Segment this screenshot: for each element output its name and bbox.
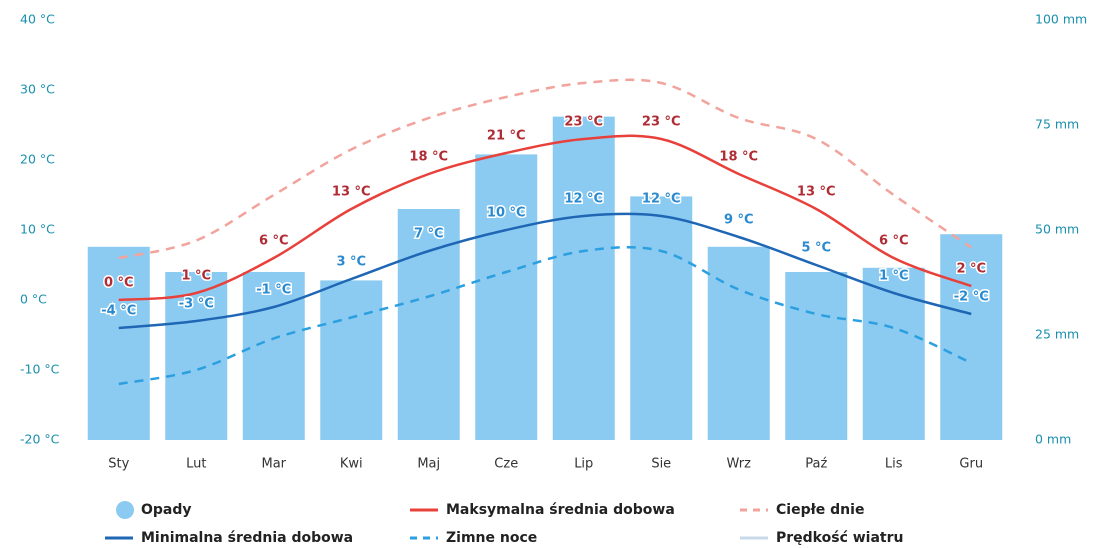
value-label: -1 °C (256, 283, 291, 298)
y2-tick-label: 75 mm (1035, 117, 1079, 132)
x-tick-label: Kwi (340, 457, 363, 472)
value-label: -4 °C (101, 304, 136, 319)
value-label: 13 °C (797, 185, 836, 200)
y-tick-label: 30 °C (20, 82, 55, 97)
value-label: 5 °C (801, 241, 831, 256)
precip-bar (475, 154, 538, 440)
y-tick-label: 0 °C (20, 292, 47, 307)
legend-label: Opady (141, 502, 192, 518)
value-label: 3 °C (336, 255, 366, 270)
x-tick-label: Gru (959, 457, 983, 472)
legend-label: Prędkość wiatru (776, 530, 903, 546)
precip-bar (552, 116, 615, 440)
x-tick-label: Paź (805, 457, 827, 472)
x-tick-label: Sty (108, 457, 129, 472)
y-tick-label: 20 °C (20, 152, 55, 167)
temp-line (118, 134, 972, 302)
value-label: 7 °C (414, 227, 444, 242)
value-label: -2 °C (954, 290, 989, 305)
precip-bar (630, 196, 693, 440)
legend-label: Maksymalna średnia dobowa (446, 502, 675, 518)
legend-label: Ciepłe dnie (776, 502, 864, 518)
precip-bar (165, 272, 228, 440)
value-label: 9 °C (724, 213, 754, 228)
precip-bar (397, 209, 460, 440)
value-label: 13 °C (332, 185, 371, 200)
precip-bar (707, 246, 770, 440)
precip-bar (785, 272, 848, 440)
value-label: 1 °C (181, 269, 211, 284)
value-label: 6 °C (259, 234, 289, 249)
temp-line (118, 78, 972, 260)
temp-line (118, 212, 972, 330)
value-label: -3 °C (179, 297, 214, 312)
value-label: 10 °C (487, 206, 526, 221)
y2-tick-label: 100 mm (1035, 12, 1087, 27)
x-tick-label: Sie (651, 457, 671, 472)
precip-bar (862, 267, 925, 440)
value-label: 2 °C (956, 262, 986, 277)
value-label: 1 °C (879, 269, 909, 284)
legend-label: Minimalna średnia dobowa (141, 530, 353, 546)
y-tick-label: 10 °C (20, 222, 55, 237)
x-tick-label: Lip (574, 457, 593, 472)
x-tick-label: Wrz (727, 457, 752, 472)
precip-bar (940, 234, 1003, 440)
value-label: 23 °C (642, 115, 681, 130)
temp-line (118, 245, 972, 386)
legend-label: Zimne noce (446, 530, 537, 546)
y2-tick-label: 25 mm (1035, 327, 1079, 342)
value-label: 18 °C (409, 150, 448, 165)
value-label: 21 °C (487, 129, 526, 144)
y2-tick-label: 50 mm (1035, 222, 1079, 237)
x-tick-label: Maj (417, 457, 440, 472)
legend-swatch (116, 501, 134, 519)
value-label: 0 °C (104, 276, 134, 291)
x-tick-label: Cze (494, 457, 518, 472)
x-tick-label: Mar (261, 457, 286, 472)
x-tick-label: Lis (885, 457, 903, 472)
y-tick-label: -10 °C (20, 362, 60, 377)
value-label: 12 °C (642, 192, 681, 207)
precip-bar (320, 280, 383, 440)
precip-bar (87, 246, 150, 440)
y2-tick-label: 0 mm (1035, 432, 1071, 447)
value-label: 6 °C (879, 234, 909, 249)
value-label: 23 °C (564, 115, 603, 130)
y-tick-label: -20 °C (20, 432, 60, 447)
y-tick-label: 40 °C (20, 12, 55, 27)
value-label: 12 °C (564, 192, 603, 207)
x-tick-label: Lut (186, 457, 206, 472)
value-label: 18 °C (719, 150, 758, 165)
